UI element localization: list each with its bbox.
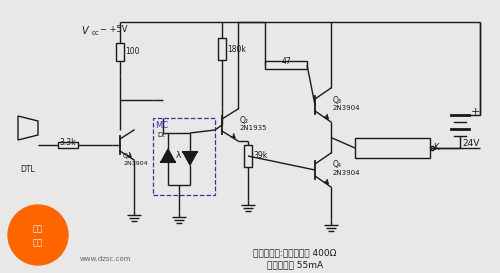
Bar — [355, 138, 430, 158]
Polygon shape — [161, 149, 175, 162]
Text: D₁: D₁ — [157, 132, 165, 138]
Circle shape — [8, 205, 68, 265]
Text: Q₃: Q₃ — [333, 96, 342, 105]
Bar — [218, 38, 226, 60]
Text: 2N3904: 2N3904 — [333, 170, 360, 176]
Text: − +5V: − +5V — [100, 25, 128, 34]
Text: 维库: 维库 — [33, 224, 43, 233]
Text: 2N3904: 2N3904 — [333, 105, 360, 111]
Text: Q₂: Q₂ — [240, 115, 249, 124]
Text: +: + — [471, 107, 480, 117]
Bar — [116, 43, 124, 61]
Bar — [58, 142, 78, 148]
Polygon shape — [183, 152, 197, 165]
Text: 继电器特性:线圈阻抗为 400Ω: 继电器特性:线圈阻抗为 400Ω — [254, 248, 336, 257]
Text: 24V: 24V — [462, 138, 479, 147]
Text: 47: 47 — [281, 57, 291, 66]
Text: $V$: $V$ — [81, 24, 90, 36]
Bar — [244, 145, 252, 167]
Text: Q₄: Q₄ — [333, 161, 342, 170]
Text: 180k: 180k — [227, 44, 246, 54]
Text: 动作电流为 55mA: 动作电流为 55mA — [267, 260, 323, 269]
Text: Q₁: Q₁ — [123, 153, 131, 159]
Text: λ: λ — [176, 150, 180, 159]
Text: 3.3k: 3.3k — [60, 138, 76, 147]
Text: 2N3904: 2N3904 — [123, 161, 148, 166]
Bar — [265, 61, 307, 69]
Text: 100: 100 — [125, 48, 140, 57]
Text: www.dzsc.com: www.dzsc.com — [80, 256, 132, 262]
Text: MC: MC — [155, 121, 168, 130]
Text: cc: cc — [92, 30, 100, 36]
Bar — [153, 118, 215, 195]
Text: 39k: 39k — [253, 152, 267, 161]
Text: K: K — [433, 144, 438, 153]
Text: 2N1935: 2N1935 — [240, 125, 268, 131]
Text: DTL: DTL — [20, 165, 36, 174]
Text: 一下: 一下 — [33, 239, 43, 248]
